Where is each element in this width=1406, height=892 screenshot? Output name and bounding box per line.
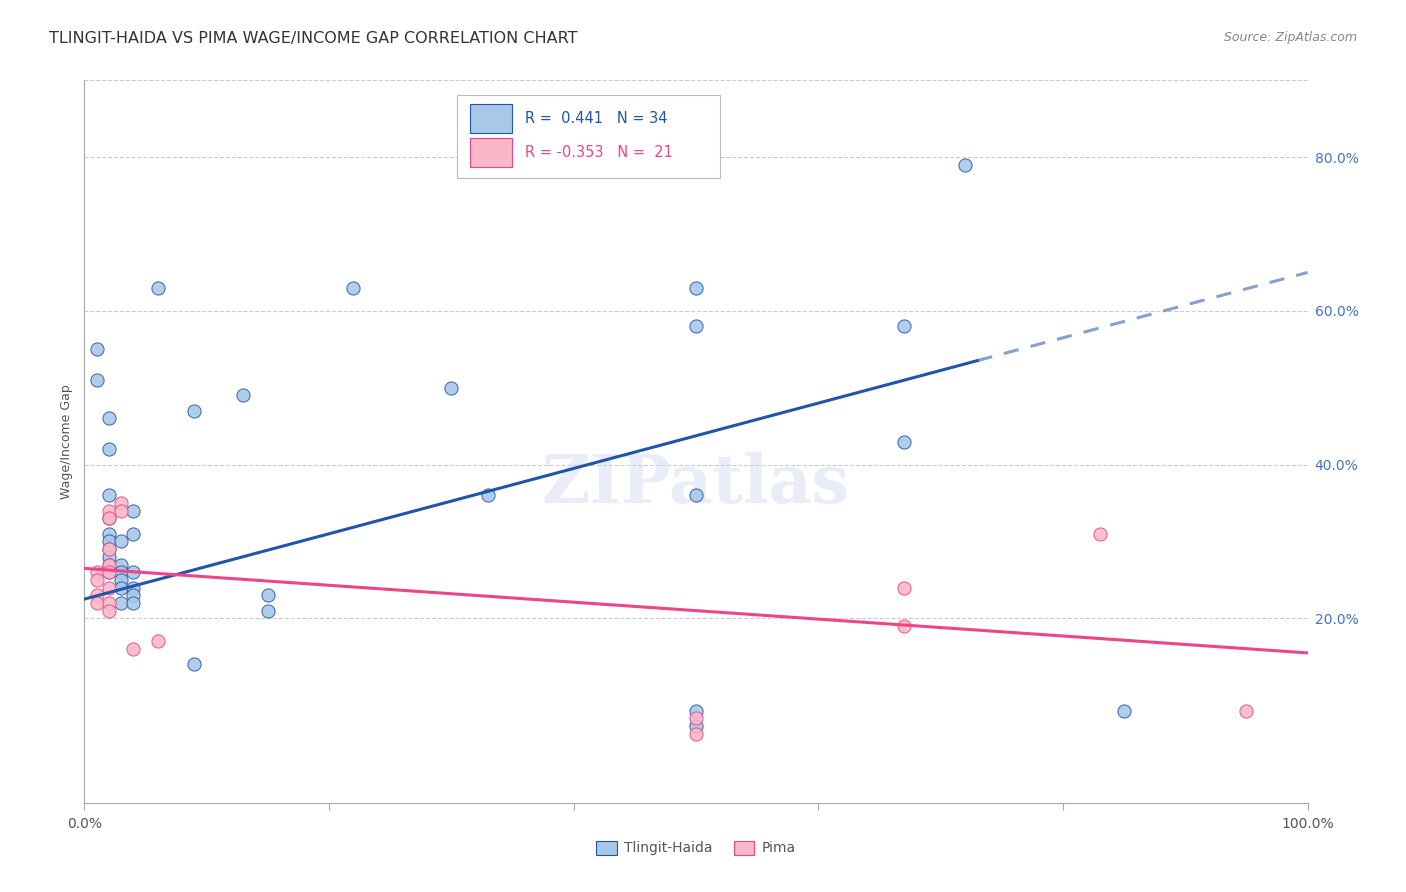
Text: ZIPatlas: ZIPatlas bbox=[541, 452, 851, 517]
Point bbox=[342, 281, 364, 295]
FancyBboxPatch shape bbox=[470, 138, 513, 167]
Point bbox=[86, 588, 108, 602]
Point bbox=[893, 581, 915, 595]
Point bbox=[97, 526, 120, 541]
Point bbox=[110, 581, 132, 595]
Point bbox=[257, 604, 280, 618]
Point bbox=[97, 558, 120, 572]
Point bbox=[685, 488, 707, 502]
Point bbox=[440, 381, 463, 395]
Text: Source: ZipAtlas.com: Source: ZipAtlas.com bbox=[1223, 31, 1357, 45]
Point bbox=[110, 504, 132, 518]
Point bbox=[97, 442, 120, 457]
Point bbox=[86, 596, 108, 610]
Point bbox=[893, 319, 915, 334]
Text: R = -0.353   N =  21: R = -0.353 N = 21 bbox=[524, 145, 672, 160]
Text: TLINGIT-HAIDA VS PIMA WAGE/INCOME GAP CORRELATION CHART: TLINGIT-HAIDA VS PIMA WAGE/INCOME GAP CO… bbox=[49, 31, 578, 46]
Point bbox=[122, 642, 145, 657]
Point bbox=[146, 634, 169, 648]
Point bbox=[97, 558, 120, 572]
Point bbox=[97, 411, 120, 425]
Point bbox=[97, 565, 120, 579]
Point bbox=[86, 373, 108, 387]
Point bbox=[685, 281, 707, 295]
Point bbox=[893, 619, 915, 633]
Point bbox=[122, 526, 145, 541]
Point bbox=[97, 534, 120, 549]
Point bbox=[146, 281, 169, 295]
Point bbox=[97, 565, 120, 579]
FancyBboxPatch shape bbox=[457, 95, 720, 178]
Y-axis label: Wage/Income Gap: Wage/Income Gap bbox=[60, 384, 73, 499]
Point bbox=[110, 596, 132, 610]
Point bbox=[97, 604, 120, 618]
Point bbox=[97, 596, 120, 610]
Point bbox=[1088, 526, 1111, 541]
Point bbox=[110, 496, 132, 510]
Point bbox=[685, 704, 707, 718]
Point bbox=[122, 596, 145, 610]
Legend: Tlingit-Haida, Pima: Tlingit-Haida, Pima bbox=[591, 835, 801, 861]
Point bbox=[122, 565, 145, 579]
Text: R =  0.441   N = 34: R = 0.441 N = 34 bbox=[524, 112, 668, 126]
Point bbox=[110, 534, 132, 549]
Point bbox=[232, 388, 254, 402]
Point bbox=[86, 573, 108, 587]
Point bbox=[97, 504, 120, 518]
Point bbox=[110, 565, 132, 579]
Point bbox=[97, 511, 120, 525]
Point bbox=[97, 542, 120, 557]
Point bbox=[183, 657, 205, 672]
Point bbox=[122, 504, 145, 518]
Point bbox=[685, 319, 707, 334]
Point bbox=[1236, 704, 1258, 718]
Point bbox=[86, 565, 108, 579]
Point bbox=[97, 542, 120, 557]
Point bbox=[685, 711, 707, 725]
Point bbox=[97, 511, 120, 525]
Point bbox=[110, 558, 132, 572]
Point bbox=[183, 404, 205, 418]
Point bbox=[953, 158, 976, 172]
Point bbox=[893, 434, 915, 449]
Point bbox=[86, 343, 108, 357]
Point bbox=[1114, 704, 1136, 718]
Point bbox=[685, 719, 707, 733]
FancyBboxPatch shape bbox=[470, 104, 513, 133]
Point bbox=[122, 581, 145, 595]
Point bbox=[477, 488, 499, 502]
Point bbox=[97, 549, 120, 564]
Point bbox=[685, 726, 707, 740]
Point bbox=[110, 573, 132, 587]
Point bbox=[97, 581, 120, 595]
Point bbox=[257, 588, 280, 602]
Point bbox=[97, 488, 120, 502]
Point bbox=[122, 588, 145, 602]
